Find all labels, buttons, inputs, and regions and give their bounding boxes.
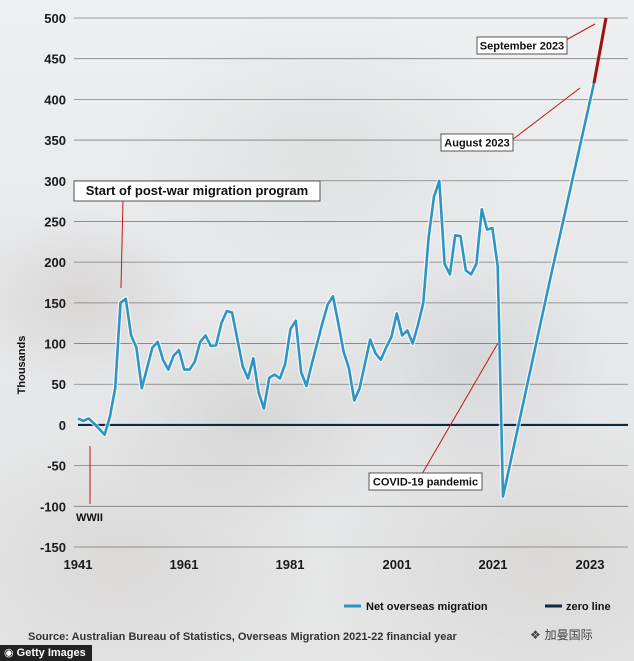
x-tick-label: 1981 bbox=[276, 557, 305, 572]
y-tick-label: -150 bbox=[40, 540, 66, 555]
camera-icon: ◉ bbox=[4, 647, 14, 659]
y-tick-label: 50 bbox=[52, 377, 66, 392]
source-note: Source: Australian Bureau of Statistics,… bbox=[28, 631, 457, 643]
series-lines bbox=[76, 17, 628, 499]
annotation-september-2023-box bbox=[476, 36, 568, 55]
gridlines bbox=[74, 17, 628, 548]
legend: Net overseas migration zero line bbox=[344, 601, 611, 613]
x-tick-label: 1961 bbox=[170, 557, 199, 572]
annotation-wwii-text: WWII bbox=[76, 512, 103, 524]
y-tick-label: 250 bbox=[44, 214, 66, 229]
y-axis-label: Thousands bbox=[16, 336, 28, 395]
y-tick-label: 150 bbox=[44, 296, 66, 311]
x-tick-label: 2023 bbox=[576, 557, 605, 572]
y-tick-label: 200 bbox=[44, 255, 66, 270]
legend-label-net-overseas-migration: Net overseas migration bbox=[366, 601, 488, 613]
y-tick-label: -100 bbox=[40, 499, 66, 514]
leader-postwar bbox=[120, 199, 124, 289]
annotation-september-2023-text: September 2023 bbox=[480, 41, 564, 53]
y-tick-label: 450 bbox=[44, 52, 66, 67]
leader-august bbox=[511, 87, 581, 141]
annotation-august-2023-box bbox=[440, 133, 514, 152]
annotation-covid-text: COVID-19 pandemic bbox=[373, 477, 478, 489]
watermark-text: 加曼国际 bbox=[544, 628, 593, 642]
y-tick-label: 400 bbox=[44, 92, 66, 107]
x-tick-label: 2021 bbox=[479, 557, 508, 572]
annotation-postwar-box bbox=[73, 180, 321, 202]
annotation-august-2023-text: August 2023 bbox=[444, 138, 509, 150]
x-tick-label: 2001 bbox=[383, 557, 412, 572]
leader-covid bbox=[421, 342, 499, 475]
y-axis-ticks: 500450400350300250200150100500-50-100-15… bbox=[40, 11, 66, 555]
watermark: ❖ 加曼国际 bbox=[530, 626, 593, 643]
legend-label-zero-line: zero line bbox=[566, 601, 611, 613]
y-tick-label: 0 bbox=[59, 418, 66, 433]
x-tick-label: 1941 bbox=[64, 557, 93, 572]
y-tick-label: 350 bbox=[44, 133, 66, 148]
wechat-icon: ❖ bbox=[530, 628, 541, 642]
photo-credit-text: Getty Images bbox=[16, 647, 86, 659]
leader-september bbox=[565, 23, 596, 41]
annotation-postwar-text: Start of post-war migration program bbox=[86, 183, 308, 198]
photo-credit: ◉ Getty Images bbox=[0, 645, 92, 661]
annotations: Start of post-war migration program WWII C… bbox=[73, 23, 596, 524]
x-axis-ticks: 1941 1961 1981 2001 2021 2023 bbox=[64, 557, 605, 572]
y-tick-label: -50 bbox=[47, 459, 66, 474]
y-tick-label: 100 bbox=[44, 337, 66, 352]
y-tick-label: 500 bbox=[44, 11, 66, 26]
highlight-segment bbox=[592, 17, 608, 84]
series-line-net-overseas-migration bbox=[77, 82, 596, 498]
y-tick-label: 300 bbox=[44, 174, 66, 189]
annotation-covid-box bbox=[368, 472, 483, 491]
